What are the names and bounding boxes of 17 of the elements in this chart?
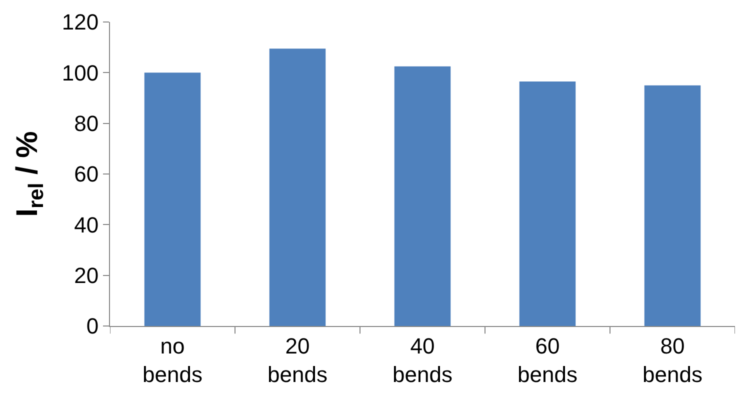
x-tick-label: 40 bends — [392, 333, 452, 387]
x-tick-label: 80 bends — [642, 333, 702, 387]
bar — [519, 82, 576, 326]
bar — [144, 72, 201, 326]
x-tick-label: 20 bends — [268, 333, 328, 387]
y-tick-label: 40 — [74, 212, 99, 238]
y-tick-label: 80 — [74, 111, 99, 136]
y-tick-label: 100 — [62, 60, 99, 86]
bar — [394, 66, 451, 326]
y-tick-label: 120 — [62, 10, 99, 35]
x-tick-label: 60 bends — [518, 333, 578, 387]
y-tick-label: 0 — [86, 314, 99, 339]
y-tick-label: 20 — [74, 263, 99, 288]
y-tick-label: 60 — [74, 162, 99, 187]
bar — [269, 48, 326, 326]
x-tick-label: no bends — [142, 333, 202, 387]
bar — [644, 85, 701, 326]
